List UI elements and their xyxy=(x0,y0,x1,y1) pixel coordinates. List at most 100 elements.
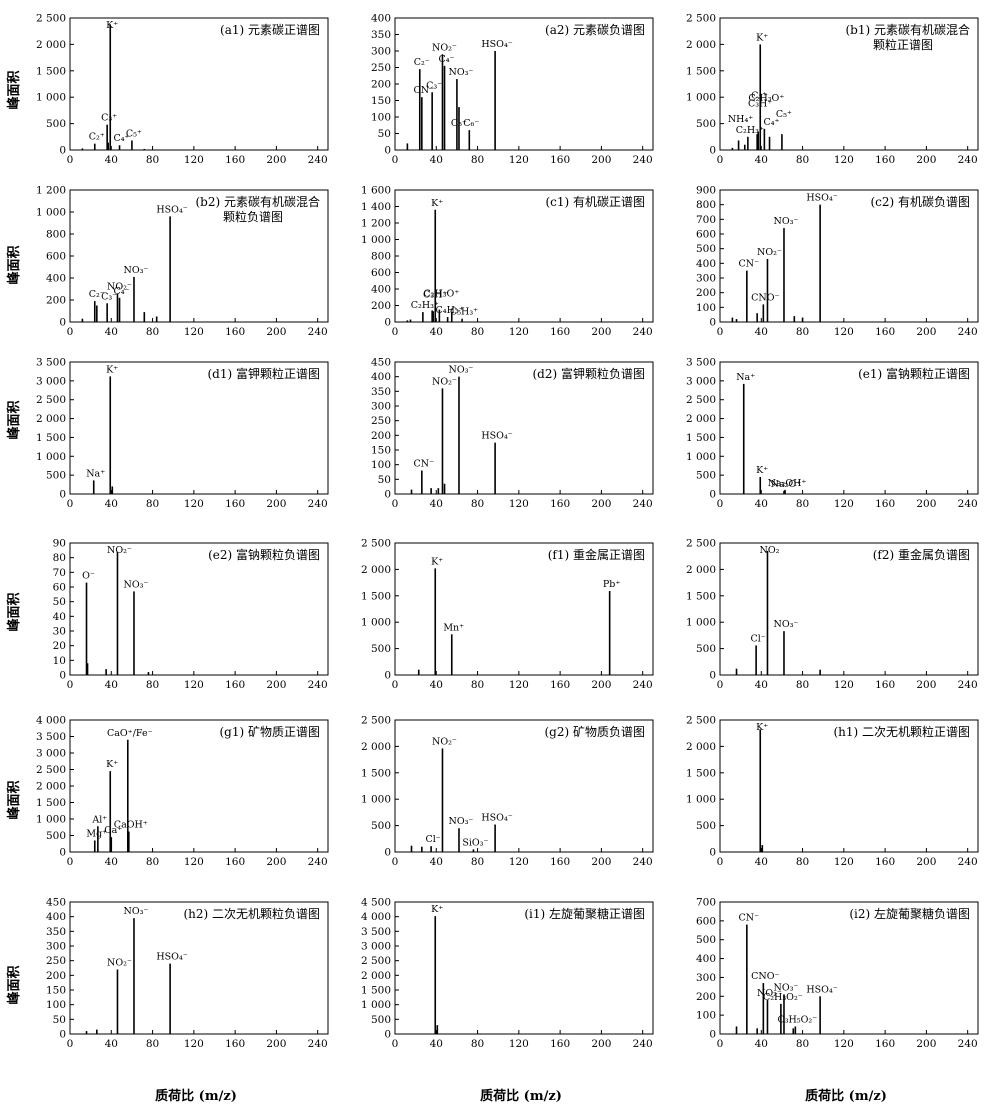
peak-label: C₃⁺ xyxy=(751,90,767,101)
y-tick-label: 1 500 xyxy=(36,797,66,809)
peak-label: C₄H₃⁺ xyxy=(436,305,464,316)
peak-label: C₆⁻ xyxy=(463,118,479,129)
peak-label: K⁺ xyxy=(106,20,118,31)
plot-frame-d1 xyxy=(69,361,329,495)
y-tick-label: 500 xyxy=(696,934,716,946)
x-tick-label: 40 xyxy=(430,1038,443,1050)
x-tick-label: 160 xyxy=(225,498,245,510)
y-tick-label: 200 xyxy=(371,300,391,312)
plot-frame-e1 xyxy=(719,361,979,495)
plot-frame-e2 xyxy=(69,542,329,676)
x-tick-label: 0 xyxy=(392,154,399,166)
x-tick-label: 120 xyxy=(184,679,204,691)
y-tick-label: 0 xyxy=(59,145,66,157)
x-tick-label: 0 xyxy=(67,326,74,338)
y-tick-label: 1 000 xyxy=(361,617,391,629)
peak-label: C₅⁺ xyxy=(776,109,792,120)
y-tick-label: 0 xyxy=(709,847,716,859)
y-tick-label: 0 xyxy=(709,145,716,157)
panel-i2: 0 100 200 300 400 500 600 700 0 40 80 120 160 200 240 (… xyxy=(696,897,979,1050)
x-tick-label: 160 xyxy=(875,498,895,510)
x-tick-label: 120 xyxy=(184,1038,204,1050)
x-tick-label: 200 xyxy=(266,498,286,510)
y-axis-label-row-3: 峰面积 xyxy=(6,400,22,439)
y-tick-label: 100 xyxy=(371,459,391,471)
peak-label: C₃H⁺ xyxy=(423,289,447,300)
x-tick-label: 200 xyxy=(266,1038,286,1050)
x-tick-label: 240 xyxy=(308,154,328,166)
peak-label: C₄⁺ xyxy=(763,117,779,128)
x-tick-label: 240 xyxy=(958,326,978,338)
y-tick-label: 400 xyxy=(371,284,391,296)
x-tick-label: 200 xyxy=(591,326,611,338)
x-tick-label: 200 xyxy=(916,679,936,691)
peak-label: Mn⁺ xyxy=(443,622,464,633)
peak-label: CN⁻ xyxy=(739,259,760,270)
peak-label: CaO⁺/Fe⁻ xyxy=(107,728,153,739)
panel-title-line2-b2: 颗粒负谱图 xyxy=(223,209,283,224)
y-tick-label: 500 xyxy=(696,643,716,655)
x-tick-label: 40 xyxy=(430,326,443,338)
panel-h1: 0 500 1 000 1 500 2 000 2 500 0 40 80 120 160 200 24… xyxy=(686,715,979,868)
x-tick-label: 160 xyxy=(550,498,570,510)
y-tick-label: 1 000 xyxy=(36,814,66,826)
y-tick-label: 400 xyxy=(371,371,391,383)
peak-label: NO₂ xyxy=(760,545,780,556)
panel-title-c1: (c1) 有机碳正谱图 xyxy=(545,195,645,209)
y-tick-label: 500 xyxy=(46,118,66,130)
y-tick-label: 450 xyxy=(46,897,66,909)
x-tick-label: 240 xyxy=(958,154,978,166)
x-tick-label: 160 xyxy=(225,326,245,338)
peak-label: NO₃⁻ xyxy=(124,579,149,590)
peak-label: NO₃⁻ xyxy=(449,365,474,376)
x-tick-label: 80 xyxy=(146,1038,159,1050)
peak-label: C₂⁻ xyxy=(89,289,105,300)
y-tick-label: 0 xyxy=(384,145,391,157)
peak-label: NO₃⁻ xyxy=(774,982,799,993)
y-tick-label: 0 xyxy=(709,317,716,329)
x-tick-label: 200 xyxy=(591,498,611,510)
y-axis-label-row-4: 峰面积 xyxy=(6,592,22,631)
peak-label: C₂H₃⁺ xyxy=(736,125,764,136)
x-tick-label: 40 xyxy=(105,679,118,691)
peak-label: Mg⁺ xyxy=(86,828,107,839)
y-tick-label: 250 xyxy=(371,415,391,427)
peak-label: CaOH⁺ xyxy=(114,820,148,831)
y-tick-label: 0 xyxy=(384,1029,391,1041)
y-tick-label: 600 xyxy=(371,267,391,279)
x-tick-label: 240 xyxy=(633,679,653,691)
y-tick-label: 200 xyxy=(371,430,391,442)
peak-label: Pb⁺ xyxy=(603,579,621,590)
y-tick-label: 1 500 xyxy=(686,590,716,602)
x-tick-label: 200 xyxy=(266,154,286,166)
peak-label: C₃⁻ xyxy=(101,291,117,302)
y-tick-label: 600 xyxy=(696,915,716,927)
y-tick-label: 3 500 xyxy=(36,357,66,369)
y-tick-label: 0 xyxy=(384,489,391,501)
x-tick-label: 40 xyxy=(105,154,118,166)
y-tick-label: 700 xyxy=(696,897,716,909)
x-tick-label: 160 xyxy=(550,1038,570,1050)
x-tick-label: 200 xyxy=(266,326,286,338)
panel-g1: 0 500 1 000 1 500 2 000 2 500 3 000 3 500 4 000 0… xyxy=(36,715,329,868)
x-tick-label: 240 xyxy=(958,498,978,510)
panel-title-i1: (i1) 左旋葡聚糖正谱图 xyxy=(524,906,645,921)
x-tick-label: 0 xyxy=(717,1038,724,1050)
y-tick-label: 2 500 xyxy=(361,538,391,550)
x-tick-label: 40 xyxy=(755,326,768,338)
y-tick-label: 3 500 xyxy=(361,926,391,938)
panel-title-a1: (a1) 元素碳正谱图 xyxy=(220,23,320,37)
y-tick-label: 0 xyxy=(384,670,391,682)
panel-title-f1: (f1) 重金属正谱图 xyxy=(548,547,645,562)
x-tick-label: 40 xyxy=(755,856,768,868)
panel-title-d2: (d2) 富钾颗粒负谱图 xyxy=(533,366,646,381)
x-tick-label: 40 xyxy=(105,856,118,868)
y-tick-label: 30 xyxy=(53,626,66,638)
x-tick-label: 40 xyxy=(755,679,768,691)
peak-label: Al⁺ xyxy=(91,814,107,825)
x-tick-label: 160 xyxy=(550,856,570,868)
x-tick-label: 160 xyxy=(550,679,570,691)
panel-d1: 0 500 1 000 1 500 2 000 2 500 3 000 3 500 0 40 80 1… xyxy=(36,357,329,510)
